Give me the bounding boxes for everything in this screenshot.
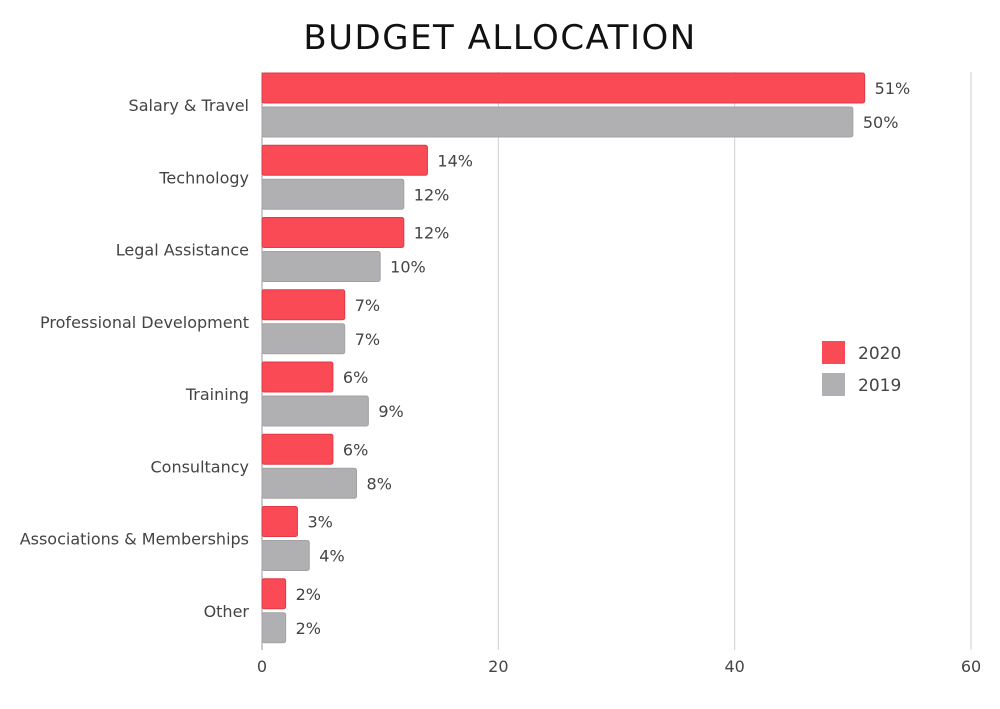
data-label: 2% bbox=[296, 585, 321, 604]
category-label: Associations & Memberships bbox=[20, 530, 249, 549]
category-label: Legal Assistance bbox=[116, 241, 249, 260]
bar-2020 bbox=[261, 578, 287, 610]
bar-2019 bbox=[261, 106, 854, 138]
bar-2020 bbox=[261, 433, 334, 465]
category-label: Professional Development bbox=[40, 313, 249, 332]
chart-title: BUDGET ALLOCATION bbox=[303, 18, 696, 58]
bar-2020 bbox=[261, 361, 334, 393]
category-label: Technology bbox=[158, 168, 249, 187]
data-label: 6% bbox=[343, 440, 368, 459]
legend-label: 2020 bbox=[858, 344, 901, 364]
data-label: 3% bbox=[307, 513, 332, 532]
data-label: 7% bbox=[355, 330, 380, 349]
data-label: 50% bbox=[863, 113, 899, 132]
bar-2020 bbox=[261, 289, 346, 321]
legend-label: 2019 bbox=[858, 376, 901, 396]
data-label: 12% bbox=[414, 224, 450, 243]
data-label: 51% bbox=[875, 79, 911, 98]
bar-2019 bbox=[261, 395, 369, 427]
x-tick-label: 60 bbox=[961, 657, 981, 676]
data-label: 2% bbox=[296, 619, 321, 638]
category-label: Consultancy bbox=[150, 457, 249, 476]
bar-2019 bbox=[261, 323, 346, 355]
data-label: 10% bbox=[390, 258, 426, 277]
bar-2019 bbox=[261, 467, 358, 499]
category-label: Other bbox=[204, 602, 250, 621]
bar-2020 bbox=[261, 72, 866, 104]
data-label: 6% bbox=[343, 368, 368, 387]
bar-2019 bbox=[261, 540, 310, 571]
category-label: Salary & Travel bbox=[129, 96, 249, 115]
legend-swatch-2020 bbox=[822, 341, 845, 364]
data-label: 14% bbox=[437, 151, 473, 170]
category-label: Training bbox=[185, 385, 249, 404]
bar-2020 bbox=[261, 144, 428, 176]
legend-swatch-2019 bbox=[822, 373, 845, 396]
x-tick-label: 40 bbox=[724, 657, 744, 676]
data-label: 4% bbox=[319, 547, 344, 566]
bar-2019 bbox=[261, 251, 381, 282]
bar-2020 bbox=[261, 217, 405, 248]
data-label: 9% bbox=[378, 402, 403, 421]
bar-2019 bbox=[261, 612, 287, 644]
x-tick-label: 20 bbox=[488, 657, 508, 676]
bar-2019 bbox=[261, 178, 405, 210]
bar-2020 bbox=[261, 506, 298, 537]
x-tick-label: 0 bbox=[257, 657, 267, 676]
data-label: 12% bbox=[414, 185, 450, 204]
data-label: 7% bbox=[355, 296, 380, 315]
data-label: 8% bbox=[367, 474, 392, 493]
